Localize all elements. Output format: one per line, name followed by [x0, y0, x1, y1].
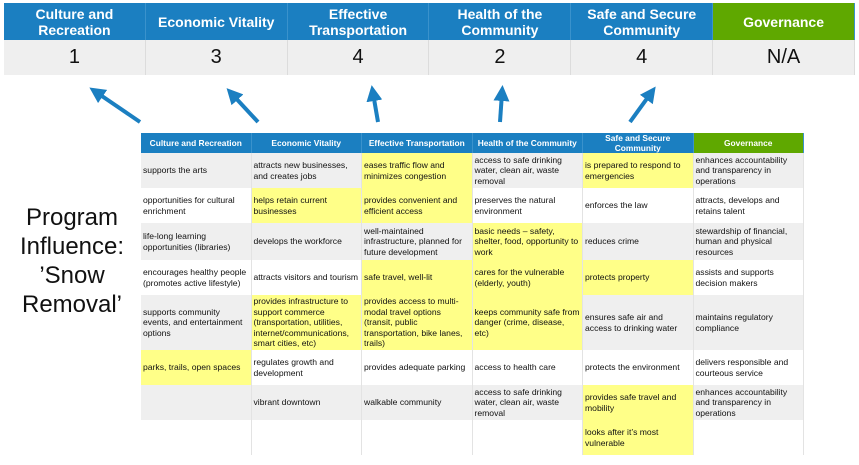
table-cell: attracts new businesses, and creates job… — [251, 153, 362, 188]
highlighted-cell: provides infrastructure to support comme… — [251, 295, 362, 350]
table-cell: delivers responsible and courteous servi… — [693, 350, 804, 385]
table-row: vibrant downtown walkable community access… — [141, 385, 804, 420]
summary-score-cell: 4 — [287, 40, 430, 75]
table-cell: preserves the natural environment — [472, 188, 583, 223]
highlighted-cell: provides access to multi-modal travel op… — [362, 295, 473, 350]
table-cell: walkable community — [362, 385, 473, 420]
table-cell: access to safe drinking water, clean air… — [472, 385, 583, 420]
table-cell: attracts visitors and tourism — [251, 260, 362, 295]
table-cell — [141, 420, 252, 455]
highlighted-cell: parks, trails, open spaces — [141, 350, 252, 385]
table-row: parks, trails, open spaces regulates grow… — [141, 350, 804, 385]
highlighted-cell: keeps community safe from danger (crime,… — [472, 295, 583, 350]
column-header: Governance — [693, 133, 804, 153]
table-cell: ensures safe air and access to drinking … — [583, 295, 694, 350]
table-row: looks after it’s most vulnerable — [141, 420, 804, 455]
highlighted-cell: provides convenient and efficient access — [362, 188, 473, 223]
table-cell — [693, 420, 804, 455]
highlighted-cell: protects property — [583, 260, 694, 295]
table-cell: vibrant downtown — [251, 385, 362, 420]
summary-score-cell: N/A — [713, 40, 855, 75]
table-cell: develops the workforce — [251, 223, 362, 260]
table-cell: regulates growth and development — [251, 350, 362, 385]
arrow-icon — [226, 88, 260, 124]
label-line: Influence: — [19, 233, 125, 260]
highlighted-cell: provides safe travel and mobility — [583, 385, 694, 420]
table-row: opportunities for cultural enrichment hel… — [141, 188, 804, 223]
table-cell: supports the arts — [141, 153, 252, 188]
column-header: Health of the Community — [472, 133, 583, 153]
arrow-icon — [628, 86, 656, 124]
table-cell: well-maintained infrastructure, planned … — [362, 223, 473, 260]
table-cell: stewardship of financial, human and phys… — [693, 223, 804, 260]
table-cell: attracts, develops and retains talent — [693, 188, 804, 223]
summary-score-cell: 4 — [571, 40, 714, 75]
arrow-icon — [366, 85, 383, 123]
table-row: life-long learning opportunities (librar… — [141, 223, 804, 260]
table-cell: provides adequate parking — [362, 350, 473, 385]
table-row: encourages healthy people (promotes acti… — [141, 260, 804, 295]
summary-header-cell: Health of the Community — [429, 3, 572, 40]
table-cell: reduces crime — [583, 223, 694, 260]
table-cell: enhances accountability and transparency… — [693, 385, 804, 420]
highlighted-cell: cares for the vulnerable (elderly, youth… — [472, 260, 583, 295]
summary-header-cell: Safe and Secure Community — [571, 3, 714, 40]
table-cell: access to health care — [472, 350, 583, 385]
highlighted-cell: is prepared to respond to emergencies — [583, 153, 694, 188]
highlighted-cell: helps retain current businesses — [251, 188, 362, 223]
highlighted-cell: looks after it’s most vulnerable — [583, 420, 694, 455]
criteria-table: Culture and Recreation Economic Vitality E… — [141, 133, 804, 455]
summary-score-cell: 3 — [145, 40, 288, 75]
table-row: supports the arts attracts new businesses… — [141, 153, 804, 188]
highlighted-cell: eases traffic flow and minimizes congest… — [362, 153, 473, 188]
table-cell: protects the environment — [583, 350, 694, 385]
summary-header-cell: Economic Vitality — [145, 3, 288, 40]
table-cell — [362, 420, 473, 455]
column-header: Effective Transportation — [362, 133, 473, 153]
column-header: Culture and Recreation — [141, 133, 252, 153]
highlighted-cell: safe travel, well-lit — [362, 260, 473, 295]
table-cell — [251, 420, 362, 455]
summary-header-row: Culture and Recreation Economic Vitality E… — [4, 3, 855, 40]
table-cell: supports community events, and entertain… — [141, 295, 252, 350]
table-row: supports community events, and entertain… — [141, 295, 804, 350]
summary-table: Culture and Recreation Economic Vitality E… — [4, 3, 855, 75]
table-cell: life-long learning opportunities (librar… — [141, 223, 252, 260]
table-cell: opportunities for cultural enrichment — [141, 188, 252, 223]
highlighted-cell: basic needs – safety, shelter, food, opp… — [472, 223, 583, 260]
table-cell — [472, 420, 583, 455]
table-cell: assists and supports decision makers — [693, 260, 804, 295]
table-cell: access to safe drinking water, clean air… — [472, 153, 583, 188]
summary-header-cell: Effective Transportation — [287, 3, 430, 40]
column-header: Safe and Secure Community — [583, 133, 694, 153]
summary-score-cell: 1 — [4, 40, 146, 75]
summary-header-cell: Culture and Recreation — [4, 3, 146, 40]
arrow-icon — [89, 87, 142, 124]
program-influence-label: Program Influence: ’Snow Removal’ — [2, 203, 142, 319]
table-cell: encourages healthy people (promotes acti… — [141, 260, 252, 295]
table-header-row: Culture and Recreation Economic Vitality E… — [141, 133, 804, 153]
table-cell — [141, 385, 252, 420]
label-line: ’Snow — [39, 262, 105, 289]
table-cell: enforces the law — [583, 188, 694, 223]
column-header: Economic Vitality — [251, 133, 362, 153]
summary-value-row: 1 3 4 2 4 N/A — [4, 40, 855, 75]
arrow-icon — [493, 85, 510, 123]
label-line: Program — [25, 204, 119, 231]
table-cell: enhances accountability and transparency… — [693, 153, 804, 188]
table-cell: maintains regulatory compliance — [693, 295, 804, 350]
summary-score-cell: 2 — [429, 40, 572, 75]
label-line: Removal’ — [21, 291, 123, 318]
summary-header-cell: Governance — [713, 3, 855, 40]
